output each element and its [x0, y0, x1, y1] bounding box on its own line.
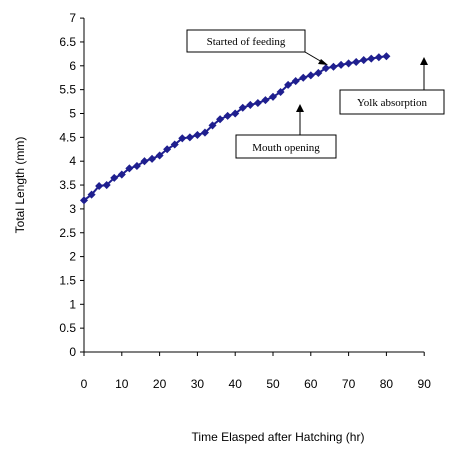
data-point — [291, 77, 300, 86]
y-axis-ticks: 0 0.5 1 1.5 2 2.5 3 3.5 4 4.5 5 5.5 6 6.5 7 — [59, 11, 84, 359]
data-point — [102, 181, 111, 190]
y-tick-label: 1.5 — [59, 273, 76, 287]
data-point — [359, 56, 368, 65]
x-tick-label: 20 — [153, 377, 167, 391]
y-tick-label: 1 — [69, 297, 76, 311]
data-point — [306, 71, 315, 80]
annotation-box — [339, 89, 445, 115]
data-point — [125, 164, 134, 173]
data-point — [140, 157, 149, 166]
annotation-arrowhead — [296, 104, 304, 112]
data-point — [238, 103, 247, 112]
x-tick-label: 60 — [304, 377, 318, 391]
annotation-arrow-line — [304, 51, 323, 63]
chart-axes — [83, 18, 425, 353]
data-point — [110, 173, 119, 182]
annotation-mouth-opening: Mouth opening — [235, 104, 337, 159]
x-tick-label: 40 — [229, 377, 243, 391]
x-axis-title: Time Elasped after Hatching (hr) — [192, 430, 365, 444]
data-point — [155, 151, 164, 160]
y-tick-label: 5.5 — [59, 83, 76, 97]
y-axis-title: Total Length (mm) — [13, 137, 27, 234]
y-tick-label: 4.5 — [59, 130, 76, 144]
data-point — [163, 145, 172, 154]
x-tick-label: 10 — [115, 377, 129, 391]
data-point — [344, 59, 353, 68]
x-tick-label: 0 — [81, 377, 88, 391]
annotation-arrowhead — [420, 57, 428, 65]
data-point — [321, 64, 330, 73]
data-point — [200, 128, 209, 137]
data-point — [117, 170, 126, 179]
data-point — [87, 190, 96, 199]
x-tick-label: 80 — [380, 377, 394, 391]
data-point — [148, 154, 157, 163]
data-point — [299, 73, 308, 82]
annotation-started-of-feeding: Started of feeding — [186, 29, 328, 65]
data-point — [374, 53, 383, 62]
data-point — [261, 96, 270, 105]
data-point — [246, 100, 255, 109]
y-tick-label: 6 — [69, 59, 76, 73]
data-point — [352, 57, 361, 67]
y-tick-label: 2 — [69, 250, 76, 264]
data-point — [314, 68, 323, 77]
annotation-label: Started of feeding — [207, 36, 286, 48]
y-tick-label: 3 — [69, 202, 76, 216]
y-tick-label: 0 — [69, 345, 76, 359]
y-tick-label: 4 — [69, 154, 76, 168]
data-point — [337, 60, 346, 69]
annotation-yolk-absorption: Yolk absorption — [339, 57, 445, 115]
data-point — [268, 92, 278, 101]
data-point — [208, 121, 217, 130]
y-tick-label: 7 — [69, 11, 76, 25]
data-point — [382, 52, 391, 61]
series-group — [79, 52, 391, 205]
y-tick-label: 0.5 — [59, 321, 76, 335]
y-tick-label: 3.5 — [59, 178, 76, 192]
x-tick-label: 70 — [342, 377, 356, 391]
data-point — [170, 140, 179, 149]
data-point — [132, 161, 141, 170]
annotation-arrowhead — [318, 59, 328, 65]
data-point — [276, 88, 285, 97]
annotation-box — [186, 29, 306, 53]
series-line — [83, 55, 387, 202]
annotation-label: Yolk absorption — [357, 97, 428, 109]
y-tick-label: 5 — [69, 107, 76, 121]
data-point — [216, 115, 225, 124]
x-tick-label: 90 — [418, 377, 432, 391]
y-tick-label: 6.5 — [59, 35, 76, 49]
data-point — [193, 130, 202, 139]
data-point — [284, 80, 293, 89]
x-tick-label: 50 — [266, 377, 280, 391]
annotation-label: Mouth opening — [252, 142, 320, 154]
data-point — [79, 196, 89, 205]
data-point — [95, 181, 104, 191]
data-point — [253, 98, 262, 108]
data-point — [231, 109, 240, 118]
y-tick-label: 2.5 — [59, 226, 76, 240]
x-axis-ticks: 0 10 20 30 40 50 60 70 80 90 — [81, 352, 432, 391]
data-point — [223, 111, 232, 120]
data-point — [185, 133, 194, 142]
data-point — [329, 62, 338, 71]
x-tick-label: 30 — [191, 377, 205, 391]
data-point — [367, 54, 376, 63]
data-point — [178, 134, 187, 143]
annotation-box — [235, 134, 337, 159]
